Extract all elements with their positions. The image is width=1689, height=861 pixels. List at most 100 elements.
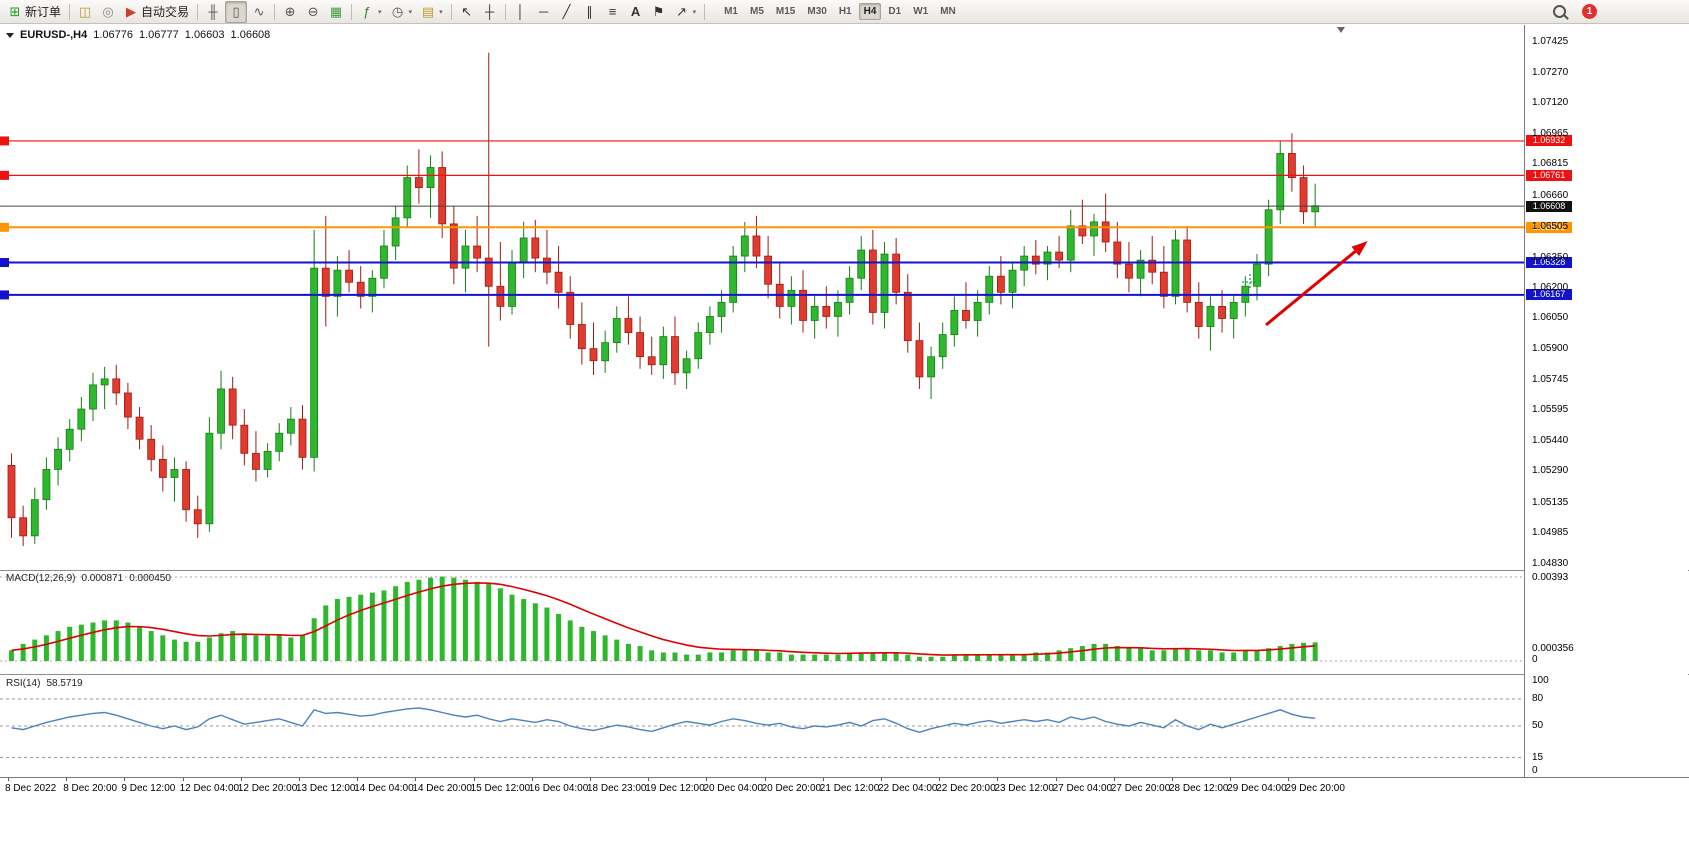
periods-button[interactable]: ◷ ▾: [387, 1, 417, 23]
candle-bear: [182, 469, 191, 511]
panel-divider[interactable]: [0, 674, 1689, 675]
panel-divider[interactable]: [0, 570, 1689, 571]
price-axis-label: 1.05135: [1532, 496, 1569, 508]
macd-bar: [486, 584, 492, 661]
arrows-button[interactable]: ↗ ▾: [671, 1, 701, 23]
timeframe-m5[interactable]: M5: [750, 6, 764, 17]
channel-button[interactable]: ∥: [579, 1, 601, 23]
indicators-icon: ƒ: [363, 3, 371, 19]
macd-bar: [1242, 650, 1248, 661]
candle-bear: [484, 257, 493, 287]
trend-arrow[interactable]: [1265, 243, 1364, 327]
candle-bear: [1299, 177, 1308, 213]
timeframe-h4[interactable]: H4: [858, 3, 882, 20]
macd-bar: [160, 635, 166, 661]
macd-bar: [288, 637, 294, 661]
candle-bull: [519, 237, 528, 263]
profile-icon: ◫: [78, 3, 92, 19]
vertical-line-button[interactable]: │: [510, 1, 532, 23]
community-button[interactable]: ◎: [97, 1, 119, 23]
timeframe-m30[interactable]: M30: [807, 6, 827, 17]
line-chart-button[interactable]: ∿: [248, 1, 270, 23]
text-label-button[interactable]: ⚑: [648, 1, 670, 23]
macd-indicator-canvas[interactable]: [0, 571, 1524, 674]
candle-bear: [438, 167, 447, 225]
rsi-indicator-canvas[interactable]: [0, 675, 1524, 776]
macd-bar: [800, 654, 806, 661]
timeframe-mn[interactable]: MN: [940, 6, 956, 17]
candle-bull: [1171, 239, 1180, 297]
new-order-button[interactable]: ⊞ 新订单: [4, 1, 65, 23]
indicators-button[interactable]: ƒ ▾: [356, 1, 386, 23]
tile-windows-button[interactable]: ▦: [325, 1, 347, 23]
toolbar: ⊞ 新订单 ◫ ◎ ▶ 自动交易 ╫ ▯ ∿ ⊕ ⊖ ▦ ƒ ▾ ◷ ▾ ▤ ▾ ↖ ┼ │ ─ ╱ ∥ ≡ A ⚑ ↗ ▾ M1 M5 M1…: [0, 0, 1689, 24]
price-axis-label: 1.05595: [1532, 404, 1569, 416]
fibonacci-button[interactable]: ≡: [602, 1, 624, 23]
chart-shift-icon[interactable]: [1337, 27, 1345, 33]
price-line-tag: 1.06761: [1526, 169, 1572, 181]
price-axis-label: 1.06965: [1532, 128, 1569, 140]
crosshair-button[interactable]: ┼: [479, 1, 501, 23]
macd-bar: [113, 620, 119, 661]
chart-menu-icon[interactable]: [6, 32, 14, 38]
macd-bar: [276, 635, 282, 661]
time-tick: [357, 778, 359, 781]
time-axis-label: 14 Dec 04:00: [354, 783, 414, 794]
candlestick-chart-button[interactable]: ▯: [225, 0, 248, 23]
candle-bull: [275, 432, 284, 452]
candle-bear: [1148, 259, 1157, 273]
timeframe-h1[interactable]: H1: [838, 6, 852, 17]
trendline-button[interactable]: ╱: [556, 1, 578, 23]
bar-chart-button[interactable]: ╫: [202, 1, 224, 23]
macd-bar: [579, 626, 585, 661]
notification-badge[interactable]: 1: [1582, 4, 1597, 19]
zoom-out-button[interactable]: ⊖: [302, 1, 324, 23]
candle-bull: [426, 167, 435, 189]
macd-bar: [1231, 652, 1237, 661]
timeframe-d1[interactable]: D1: [888, 6, 902, 17]
candle-bear: [577, 324, 586, 350]
candle-bear: [252, 452, 260, 470]
new-order-button-label: 新订单: [25, 5, 62, 19]
timeframe-w1[interactable]: W1: [913, 6, 929, 17]
current-price-tag: 1.06608: [1526, 200, 1572, 212]
candle-bear: [124, 392, 132, 418]
search-icon[interactable]: [1553, 5, 1566, 18]
templates-button[interactable]: ▤ ▾: [417, 1, 447, 23]
macd-bar: [614, 639, 620, 661]
macd-bar: [556, 613, 562, 661]
price-axis-label: 1.06200: [1532, 282, 1569, 294]
time-axis-label: 27 Dec 20:00: [1110, 783, 1171, 794]
price-axis[interactable]: 1.06932 1.06761 1.06503 1.06328 1.06167 1.066…: [1524, 25, 1688, 777]
macd-bar: [125, 622, 131, 661]
zoom-in-button[interactable]: ⊕: [279, 1, 301, 23]
time-tick: [182, 778, 184, 781]
time-tick: [8, 778, 9, 781]
macd-bar: [428, 577, 434, 661]
time-axis-label: 20 Dec 20:00: [761, 783, 822, 794]
toolbar-separator: [197, 3, 199, 20]
price-chart-canvas[interactable]: [0, 25, 1524, 570]
candle-bull: [170, 469, 179, 478]
candle-bull: [1066, 225, 1075, 261]
chevron-down-icon: ▾: [378, 8, 382, 16]
time-axis-label: 8 Dec 20:00: [63, 783, 118, 794]
time-axis-label: 21 Dec 12:00: [819, 783, 880, 794]
macd-bar: [300, 635, 305, 661]
time-axis-label: 22 Dec 20:00: [936, 783, 996, 794]
autotrading-button[interactable]: ▶ 自动交易: [120, 1, 193, 23]
cursor-button[interactable]: ↖: [456, 1, 478, 23]
timeframe-m15[interactable]: M15: [775, 6, 796, 17]
rsi-value: 58.5719: [46, 678, 83, 689]
candle-bull: [938, 334, 947, 358]
rsi-title: RSI(14): [6, 678, 41, 689]
zoom-out-icon: ⊖: [307, 3, 319, 19]
text-button[interactable]: A: [625, 1, 647, 23]
timeframe-m1[interactable]: M1: [724, 6, 738, 17]
chart-profile-button[interactable]: ◫: [74, 1, 96, 23]
candle-bear: [566, 291, 575, 325]
candle-bear: [1183, 239, 1192, 303]
macd-bar: [55, 631, 61, 661]
time-axis[interactable]: 8 Dec 2022 8 Dec 20:00 9 Dec 12:00 12 Dec 0…: [0, 777, 1689, 801]
horizontal-line-button[interactable]: ─: [533, 1, 555, 23]
